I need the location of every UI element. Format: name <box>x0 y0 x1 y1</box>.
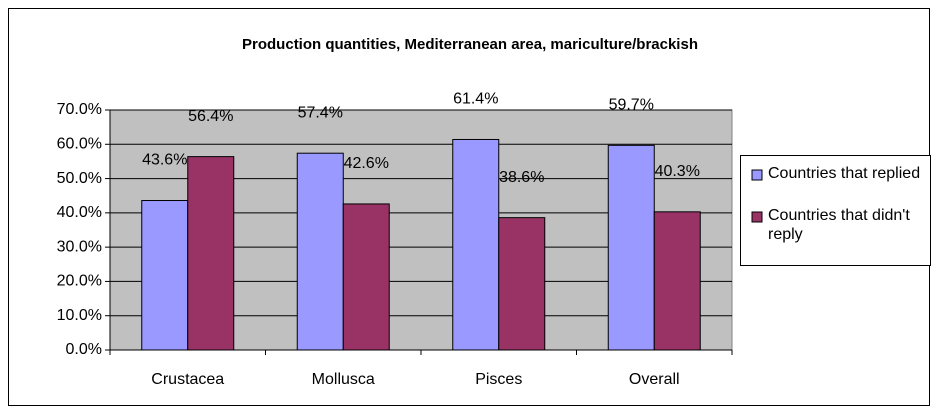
y-tick-label: 70.0% <box>57 101 102 118</box>
y-tick-label: 40.0% <box>57 204 102 221</box>
bar <box>452 138 500 351</box>
bar <box>342 203 390 351</box>
legend-item: Countries that replied <box>768 165 921 182</box>
bar <box>296 152 344 351</box>
value-label: 38.6% <box>499 169 544 186</box>
bar <box>141 200 189 351</box>
y-tick-label: 50.0% <box>57 170 102 187</box>
value-label: 61.4% <box>453 91 498 108</box>
legend-label: Countries that replied <box>768 165 921 182</box>
value-label: 57.4% <box>298 104 343 121</box>
legend-label: Countries that didn't reply <box>768 207 910 243</box>
bar <box>187 156 235 351</box>
y-tick-label: 30.0% <box>57 238 102 255</box>
y-tick-label: 20.0% <box>57 273 102 290</box>
legend-swatch <box>751 169 763 181</box>
legend-item: Countries that didn't reply <box>768 207 910 243</box>
value-label: 40.3% <box>655 163 700 180</box>
bar <box>653 211 701 351</box>
bar <box>607 144 655 351</box>
value-label: 56.4% <box>188 108 233 125</box>
legend-swatch <box>751 211 763 223</box>
legend-box <box>740 155 931 266</box>
y-tick-label: 10.0% <box>57 307 102 324</box>
chart-title: Production quantities, Mediterranean are… <box>242 36 698 53</box>
x-tick-label: Mollusca <box>312 371 375 388</box>
y-tick-label: 0.0% <box>66 341 102 358</box>
value-label: 59.7% <box>609 97 654 114</box>
x-tick-label: Pisces <box>475 371 522 388</box>
x-tick-label: Overall <box>629 371 680 388</box>
value-label: 42.6% <box>344 155 389 172</box>
bar <box>498 217 546 351</box>
x-tick-label: Crustacea <box>151 371 224 388</box>
y-tick-label: 60.0% <box>57 136 102 153</box>
value-label: 43.6% <box>142 152 187 169</box>
